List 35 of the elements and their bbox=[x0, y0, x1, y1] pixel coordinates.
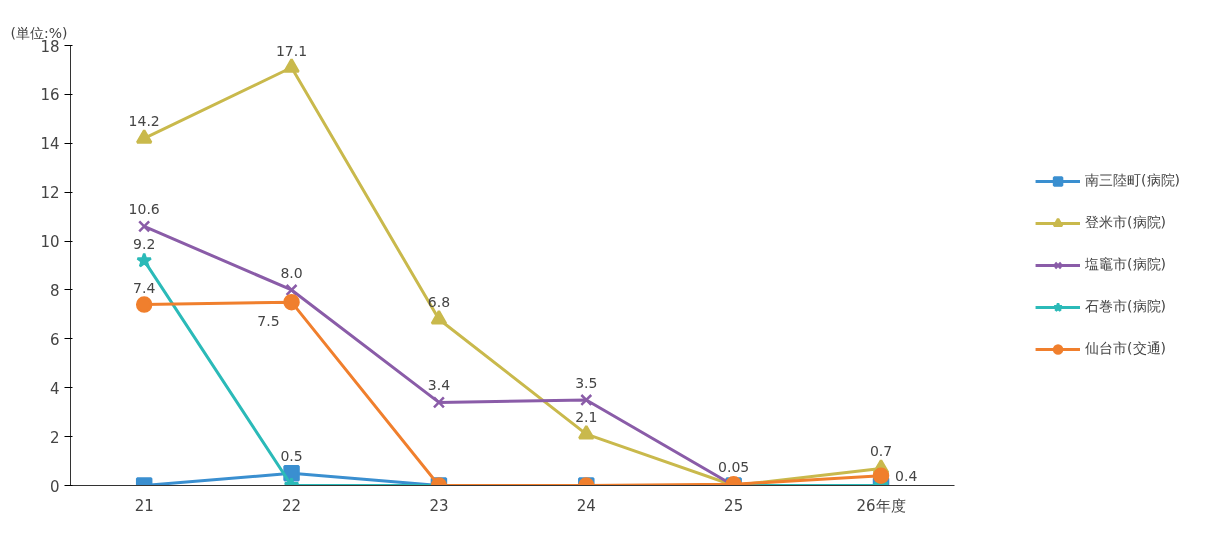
data-label: 17.1 bbox=[275, 42, 308, 59]
data-label: 0.7 bbox=[869, 443, 893, 460]
y-tick-label: 10 bbox=[40, 233, 60, 252]
y-tick-label: 6 bbox=[49, 330, 60, 349]
legend-label: 仙台市(交通) bbox=[1085, 340, 1166, 358]
y-tick-label: 8 bbox=[49, 281, 60, 300]
data-label: 3.4 bbox=[427, 377, 451, 394]
data-label: 8.0 bbox=[280, 264, 303, 281]
x-tick-label: 25 bbox=[724, 496, 744, 515]
legend-label: 石巻市(病院) bbox=[1085, 298, 1166, 316]
data-label: 7.5 bbox=[257, 313, 280, 330]
x-tick-label: 22 bbox=[282, 496, 302, 515]
y-tick-label: 2 bbox=[49, 428, 60, 447]
data-label: 10.6 bbox=[128, 201, 160, 218]
data-label: 0.05 bbox=[718, 459, 750, 476]
y-tick-label: 12 bbox=[40, 184, 60, 203]
data-label: 14.2 bbox=[128, 113, 160, 130]
x-tick-label: 23 bbox=[429, 496, 449, 515]
data-label: 3.5 bbox=[575, 374, 598, 391]
x-tick-label: 26年度 bbox=[856, 496, 906, 515]
y-tick-label: 14 bbox=[40, 135, 60, 154]
data-label: 2.1 bbox=[575, 409, 598, 426]
data-label: 7.4 bbox=[133, 279, 156, 296]
y-tick-label: 0 bbox=[49, 477, 60, 496]
x-tick-label: 21 bbox=[134, 496, 154, 515]
y-tick-label: 16 bbox=[40, 86, 60, 105]
legend-label: 登米市(病院) bbox=[1085, 214, 1166, 232]
data-label: 9.2 bbox=[133, 235, 156, 252]
legend-label: 塩竈市(病院) bbox=[1085, 256, 1166, 274]
y-axis-title: (単位:%) bbox=[10, 24, 68, 41]
data-label: 0.4 bbox=[895, 467, 918, 484]
data-label: 0.5 bbox=[280, 448, 303, 465]
x-tick-label: 24 bbox=[576, 496, 596, 515]
legend-label: 南三陸町(病院) bbox=[1085, 172, 1180, 190]
y-tick-label: 4 bbox=[49, 379, 60, 398]
